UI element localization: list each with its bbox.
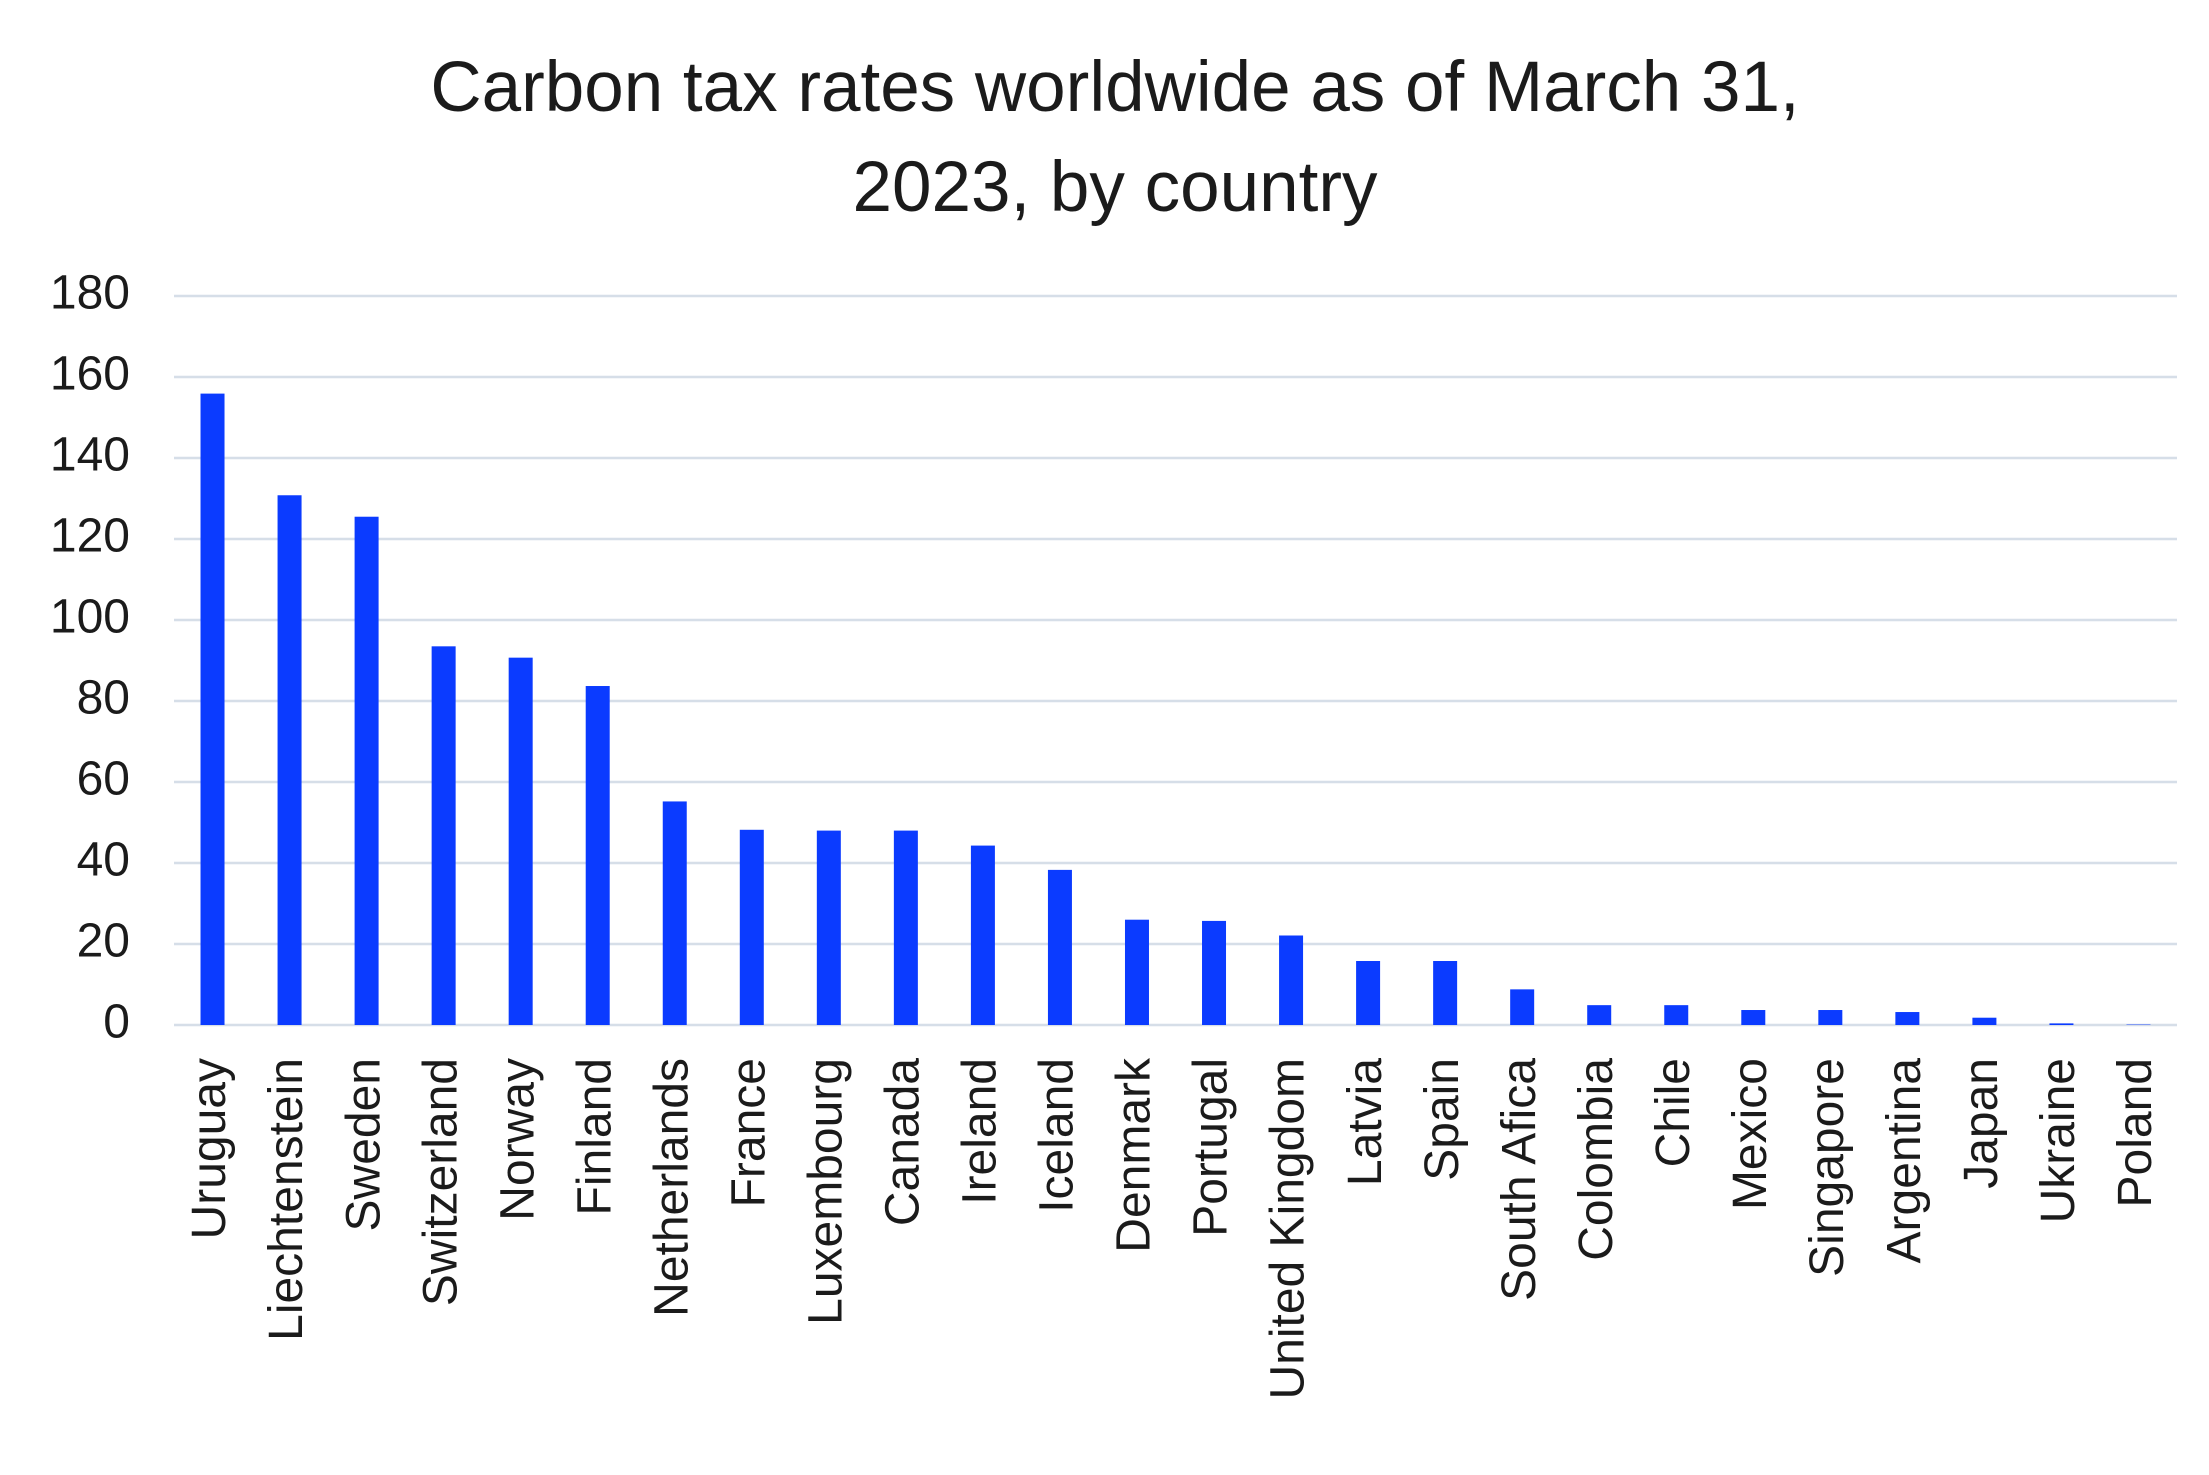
bar xyxy=(1356,961,1381,1025)
bar xyxy=(508,657,533,1025)
x-tick-label: Portugal xyxy=(1185,1058,1238,1237)
y-tick-label: 140 xyxy=(50,429,130,482)
x-tick-label: Poland xyxy=(2109,1058,2162,1207)
bar xyxy=(431,646,456,1025)
y-tick-label: 160 xyxy=(50,348,130,401)
bar xyxy=(1741,1010,1766,1025)
x-tick-label: Luxembourg xyxy=(799,1058,852,1325)
x-tick-label: Liechtenstein xyxy=(260,1058,313,1341)
bar xyxy=(1433,961,1458,1025)
x-tick-label: Iceland xyxy=(1031,1058,1084,1213)
bar xyxy=(354,516,379,1025)
bar xyxy=(1279,935,1304,1025)
x-tick-label: Argentina xyxy=(1878,1058,1931,1264)
x-tick-label: Norway xyxy=(491,1058,544,1221)
x-tick-label: Singapore xyxy=(1801,1058,1854,1277)
bar xyxy=(970,845,995,1025)
x-tick-label: Uruguay xyxy=(183,1058,236,1239)
x-tick-label: United Kingdom xyxy=(1262,1058,1315,1400)
bar xyxy=(1972,1017,1997,1025)
x-tick-label: Ireland xyxy=(954,1058,1007,1205)
x-tick-label: Colombia xyxy=(1570,1058,1623,1261)
y-tick-label: 0 xyxy=(103,996,130,1049)
y-tick-label: 60 xyxy=(77,753,130,806)
y-tick-label: 40 xyxy=(77,834,130,887)
bar xyxy=(585,686,610,1025)
x-tick-label: Japan xyxy=(1955,1058,2008,1189)
x-tick-label: Switzerland xyxy=(414,1058,467,1306)
y-tick-label: 100 xyxy=(50,591,130,644)
bar xyxy=(739,829,764,1025)
x-tick-label: Latvia xyxy=(1339,1058,1392,1186)
y-tick-label: 180 xyxy=(50,267,130,320)
x-tick-label: Spain xyxy=(1416,1058,1469,1181)
x-tick-label: Ukraine xyxy=(2032,1058,2085,1223)
x-tick-label: France xyxy=(722,1058,775,1207)
x-tick-label: Netherlands xyxy=(645,1058,698,1317)
bar xyxy=(2049,1023,2074,1025)
bar xyxy=(662,801,687,1025)
bar xyxy=(1818,1010,1843,1025)
bar xyxy=(277,495,302,1025)
y-tick-label: 120 xyxy=(50,510,130,563)
bar xyxy=(1664,1005,1689,1025)
y-tick-label: 20 xyxy=(77,915,130,968)
bar xyxy=(893,830,918,1025)
bar xyxy=(200,393,225,1026)
bar xyxy=(1047,869,1072,1025)
bar xyxy=(1202,920,1227,1025)
x-tick-label: Sweden xyxy=(337,1058,390,1231)
x-tick-label: Mexico xyxy=(1724,1058,1777,1210)
chart-title: Carbon tax rates worldwide as of March 3… xyxy=(430,48,1799,227)
x-tick-label: Denmark xyxy=(1108,1057,1161,1253)
x-tick-label: Chile xyxy=(1647,1058,1700,1167)
y-tick-label: 80 xyxy=(77,672,130,725)
x-tick-label: Finland xyxy=(568,1058,621,1215)
x-tick-label: South Afica xyxy=(1493,1058,1546,1301)
bar xyxy=(816,830,841,1025)
bar xyxy=(1587,1005,1612,1025)
bar xyxy=(1510,989,1535,1025)
bar xyxy=(1124,919,1149,1025)
bar xyxy=(1895,1012,1920,1025)
x-tick-label: Canada xyxy=(877,1058,930,1226)
